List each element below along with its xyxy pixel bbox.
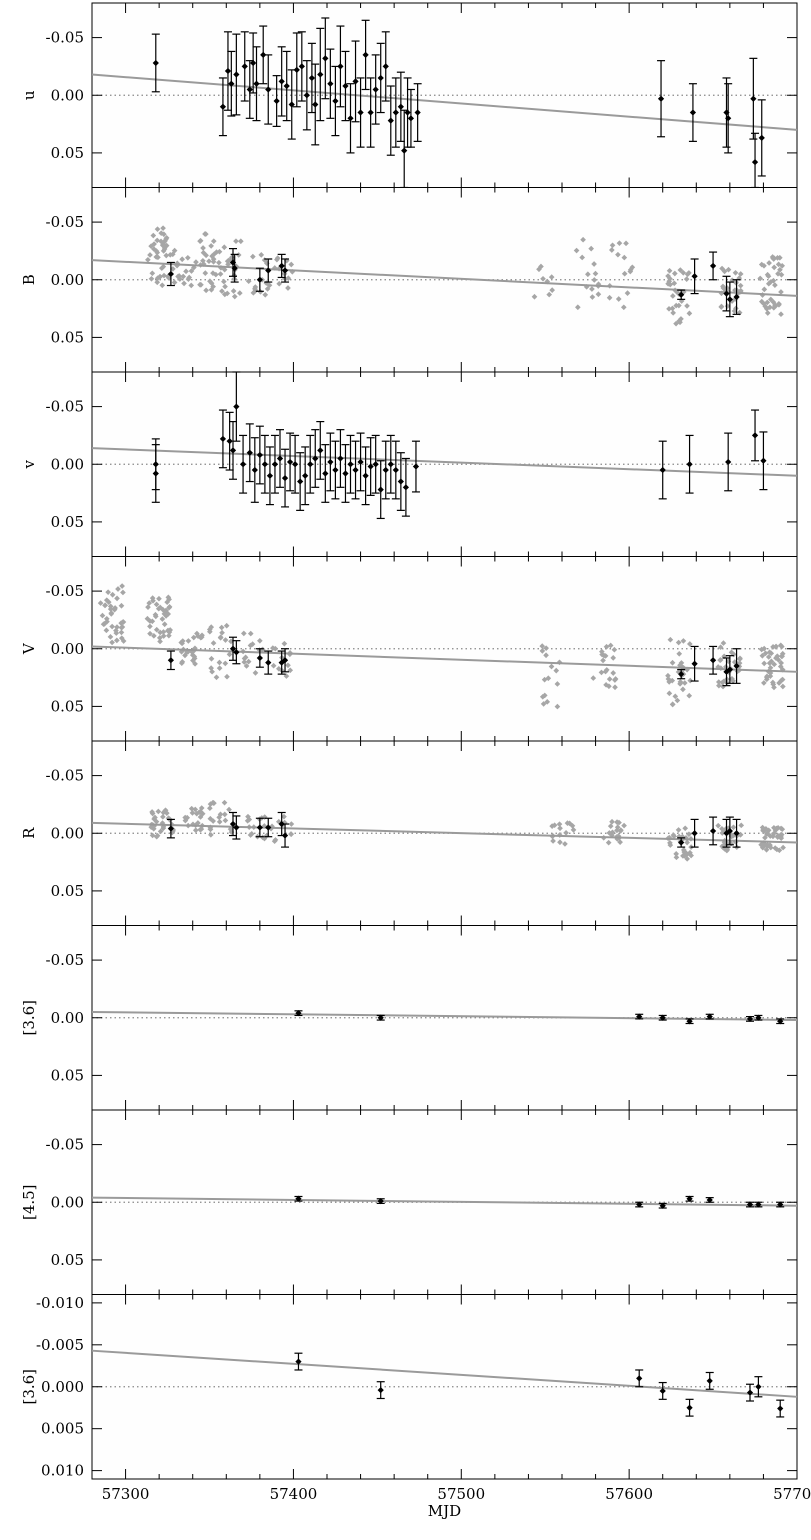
y-tick-label: 0.010 bbox=[41, 1462, 84, 1480]
y-tick-label: -0.005 bbox=[36, 1336, 84, 1354]
y-tick-label: 0.00 bbox=[51, 271, 84, 289]
y-tick-label: -0.05 bbox=[46, 1136, 84, 1154]
y-tick-label: -0.05 bbox=[46, 767, 84, 785]
y-tick-label: -0.05 bbox=[46, 213, 84, 231]
y-tick-label: 0.05 bbox=[51, 328, 84, 346]
y-tick-label: 0.005 bbox=[41, 1420, 84, 1438]
y-tick-label: 0.05 bbox=[51, 882, 84, 900]
y-axis-label: u bbox=[20, 90, 38, 100]
x-tick-label: 57700 bbox=[773, 1485, 811, 1503]
y-axis-label: [4.5] bbox=[20, 1184, 38, 1220]
y-tick-label: 0.00 bbox=[51, 824, 84, 842]
y-tick-label: 0.00 bbox=[51, 455, 84, 473]
y-tick-label: -0.05 bbox=[46, 951, 84, 969]
x-tick-label: 57500 bbox=[437, 1485, 485, 1503]
y-tick-label: -0.05 bbox=[46, 29, 84, 47]
y-tick-label: 0.05 bbox=[51, 144, 84, 162]
y-tick-label: 0.00 bbox=[51, 1009, 84, 1027]
y-axis-label: v bbox=[20, 459, 38, 469]
y-axis-label: [3.6] bbox=[20, 1000, 38, 1036]
y-tick-label: 0.000 bbox=[41, 1378, 84, 1396]
y-axis-label: R bbox=[20, 827, 38, 839]
y-tick-label: 0.05 bbox=[51, 1251, 84, 1269]
y-tick-label: 0.05 bbox=[51, 513, 84, 531]
y-tick-label: -0.05 bbox=[46, 582, 84, 600]
y-tick-label: 0.00 bbox=[51, 1193, 84, 1211]
y-tick-label: -0.05 bbox=[46, 398, 84, 416]
y-axis-label: V bbox=[20, 642, 38, 655]
y-tick-label: 0.00 bbox=[51, 86, 84, 104]
y-tick-label: 0.05 bbox=[51, 697, 84, 715]
x-tick-label: 57400 bbox=[270, 1485, 318, 1503]
y-tick-label: 0.00 bbox=[51, 640, 84, 658]
x-tick-label: 57600 bbox=[605, 1485, 653, 1503]
y-tick-label: -0.010 bbox=[36, 1294, 84, 1312]
y-axis-label: B bbox=[20, 274, 38, 285]
x-tick-label: 57300 bbox=[102, 1485, 150, 1503]
x-axis-label: MJD bbox=[428, 1502, 461, 1520]
y-tick-label: 0.05 bbox=[51, 1066, 84, 1084]
y-axis-label: [3.6] bbox=[20, 1369, 38, 1405]
